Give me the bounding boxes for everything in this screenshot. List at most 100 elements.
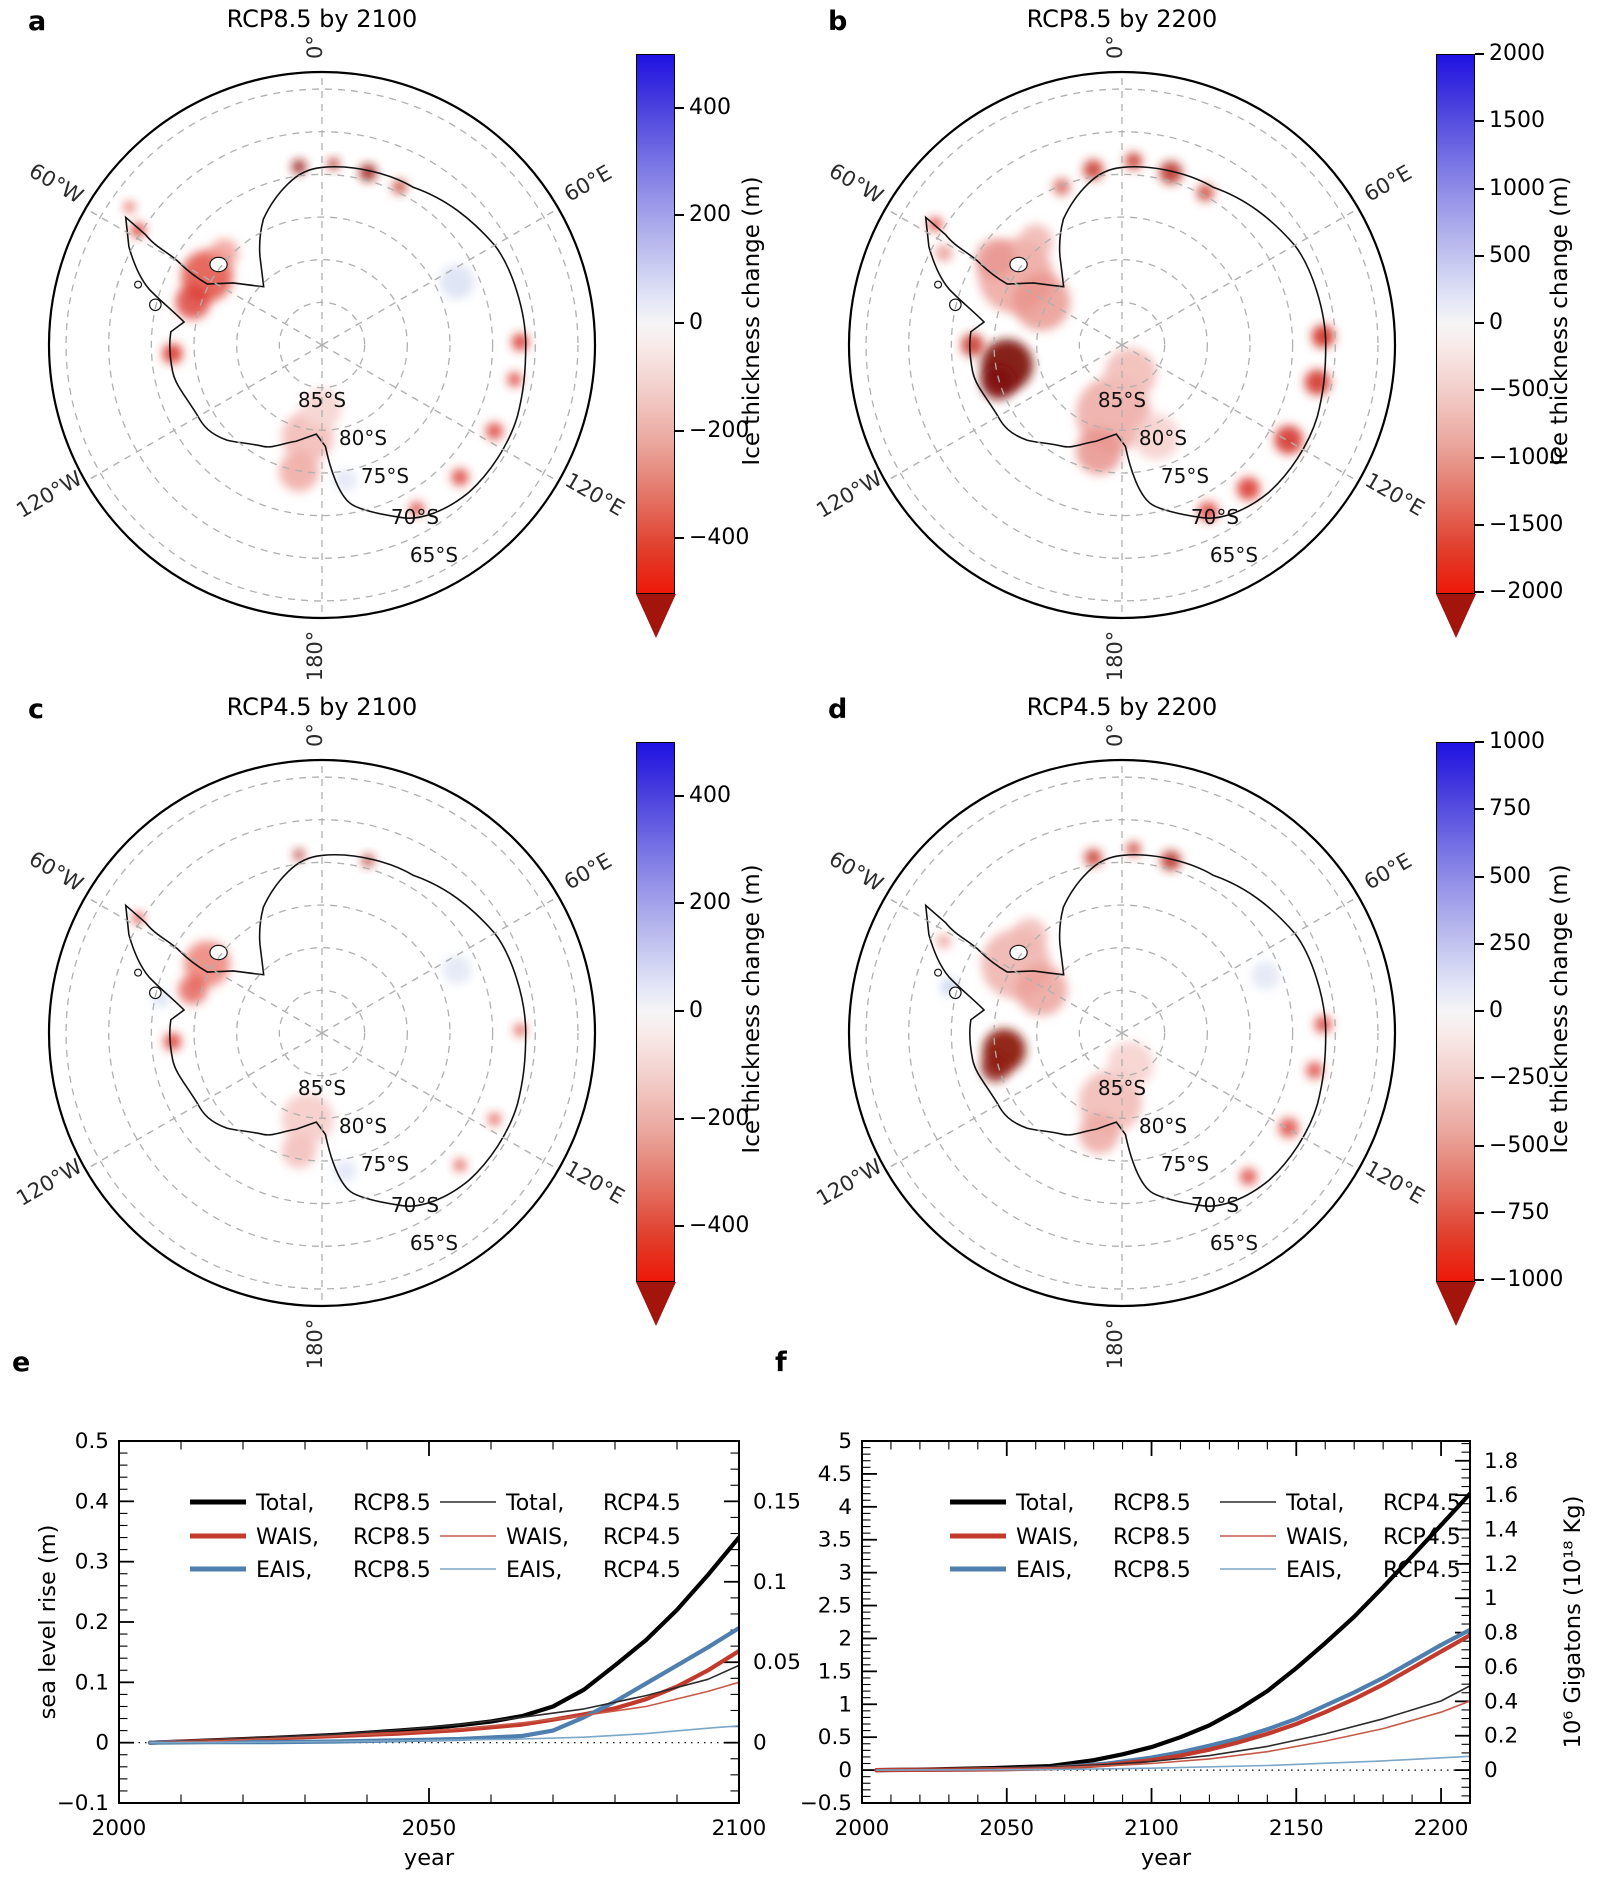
- colorbar-tick: [1475, 808, 1484, 811]
- panel-f-letter: f: [775, 1347, 787, 1378]
- svg-text:year: year: [404, 1845, 455, 1871]
- colorbar-tick: [1475, 1211, 1484, 1214]
- svg-text:2100: 2100: [1124, 1816, 1179, 1841]
- chart-sea-level-rise-2100: 2000 2050 2100 −0.1 0 0.1 0.2 0.3 0.4 0.5 0 0.05 0.1…: [35, 1429, 800, 1871]
- colorbar-tick-label: 1000: [1489, 175, 1545, 201]
- svg-text:−0.1: −0.1: [57, 1791, 109, 1816]
- colorbar-tick-label: 2000: [1489, 41, 1545, 66]
- colorbar-tick-label: −200: [689, 417, 750, 443]
- colorbar-tick: [1475, 53, 1484, 55]
- svg-text:RCP8.5: RCP8.5: [353, 1558, 431, 1583]
- colorbar-d-label: Ice thickness change (m): [1547, 864, 1573, 1154]
- svg-text:Total,: Total,: [505, 1491, 564, 1516]
- svg-text:RCP8.5: RCP8.5: [353, 1491, 431, 1516]
- svg-text:60°E: 60°E: [1360, 160, 1416, 206]
- colorbar-tick: [675, 429, 684, 432]
- colorbar-a-label: Ice thickness change (m): [739, 176, 765, 466]
- svg-text:0.5: 0.5: [75, 1429, 109, 1454]
- colorbar-tick-label: −400: [689, 1213, 750, 1239]
- colorbar-tick-label: 200: [689, 890, 731, 916]
- colorbar-tick: [1475, 1279, 1484, 1281]
- colorbar-tick-label: −1000: [1489, 444, 1564, 470]
- colorbar-tick-label: 0: [689, 310, 703, 335]
- svg-text:RCP4.5: RCP4.5: [603, 1525, 681, 1550]
- antarctica-map-rcp85-2200: 0° 60°E 120°E 180° 120°W 60°W 85°S 80°S 75°S 70°S…: [812, 35, 1428, 682]
- colorbar-c-label: Ice thickness change (m): [739, 864, 765, 1154]
- colorbar-tick-label: 0: [1489, 998, 1503, 1023]
- svg-text:80°S: 80°S: [339, 1114, 387, 1138]
- svg-text:Total,: Total,: [1285, 1491, 1344, 1516]
- colorbar-tick: [1475, 741, 1484, 743]
- svg-text:5: 5: [838, 1429, 852, 1454]
- svg-text:EAIS,: EAIS,: [1016, 1558, 1072, 1583]
- svg-text:WAIS,: WAIS,: [1286, 1525, 1349, 1550]
- svg-text:180°: 180°: [1103, 631, 1127, 682]
- colorbar-tick: [675, 537, 684, 540]
- colorbar-tick: [675, 1117, 684, 1120]
- svg-text:70°S: 70°S: [391, 1193, 439, 1217]
- panel-d-title: RCP4.5 by 2200: [1026, 693, 1218, 721]
- colorbar-underflow-arrow-b: [1436, 594, 1476, 638]
- colorbar-tick-label: 500: [1489, 242, 1531, 268]
- svg-text:2050: 2050: [979, 1816, 1034, 1841]
- svg-text:75°S: 75°S: [1161, 1152, 1209, 1176]
- colorbar-tick-label: 400: [689, 94, 731, 120]
- svg-text:0: 0: [1484, 1758, 1498, 1783]
- svg-text:1.8: 1.8: [1484, 1449, 1518, 1474]
- svg-text:1.6: 1.6: [1484, 1483, 1518, 1508]
- colorbar-tick: [675, 902, 684, 905]
- svg-text:−0.5: −0.5: [800, 1791, 852, 1816]
- antarctica-map-rcp85-2100: 0° 60°E 120°E 180° 120°W 60°W 85°S 80°S 75°S 70°S…: [12, 35, 628, 682]
- svg-text:Total,: Total,: [1015, 1491, 1074, 1516]
- svg-text:EAIS,: EAIS,: [1286, 1558, 1342, 1583]
- svg-text:180°: 180°: [303, 631, 327, 682]
- svg-text:0.8: 0.8: [1484, 1621, 1518, 1646]
- svg-text:2050: 2050: [402, 1816, 457, 1841]
- svg-text:120°W: 120°W: [812, 1154, 886, 1211]
- svg-text:0.5: 0.5: [818, 1725, 852, 1750]
- svg-text:WAIS,: WAIS,: [1016, 1525, 1079, 1550]
- svg-text:RCP4.5: RCP4.5: [1383, 1491, 1461, 1516]
- svg-text:0.05: 0.05: [753, 1650, 800, 1675]
- colorbar-tick-label: 400: [689, 782, 731, 808]
- svg-text:120°W: 120°W: [812, 466, 886, 523]
- svg-text:180°: 180°: [1103, 1319, 1127, 1370]
- panel-e-letter: e: [12, 1347, 31, 1378]
- svg-text:RCP4.5: RCP4.5: [603, 1491, 681, 1516]
- colorbar-gradient-a: [636, 54, 675, 594]
- colorbar-tick-label: −500: [1489, 1132, 1550, 1158]
- svg-text:65°S: 65°S: [1210, 1231, 1258, 1255]
- svg-text:EAIS,: EAIS,: [506, 1558, 562, 1583]
- svg-text:120°E: 120°E: [1361, 468, 1428, 521]
- colorbar-tick: [1475, 942, 1484, 945]
- svg-text:85°S: 85°S: [298, 1076, 346, 1100]
- svg-text:0: 0: [95, 1731, 109, 1756]
- svg-text:70°S: 70°S: [391, 505, 439, 529]
- svg-text:120°E: 120°E: [561, 468, 628, 521]
- colorbar-tick: [1475, 187, 1484, 190]
- svg-text:0.3: 0.3: [75, 1550, 109, 1575]
- colorbar-tick-label: 200: [689, 202, 731, 228]
- svg-text:0.1: 0.1: [753, 1570, 787, 1595]
- colorbar-tick-label: −500: [1489, 377, 1550, 403]
- svg-text:60°E: 60°E: [1360, 848, 1416, 894]
- colorbar-tick-label: 0: [1489, 310, 1503, 335]
- svg-text:2000: 2000: [835, 1816, 890, 1841]
- svg-text:75°S: 75°S: [1161, 464, 1209, 488]
- svg-text:80°S: 80°S: [1139, 426, 1187, 450]
- svg-text:0.15: 0.15: [753, 1489, 800, 1514]
- svg-text:2150: 2150: [1269, 1816, 1324, 1841]
- svg-text:2: 2: [838, 1626, 852, 1651]
- svg-text:1: 1: [1484, 1586, 1498, 1611]
- svg-text:0: 0: [753, 1731, 767, 1756]
- colorbar-tick: [1475, 591, 1484, 593]
- svg-text:120°W: 120°W: [12, 1154, 86, 1211]
- svg-text:80°S: 80°S: [1139, 1114, 1187, 1138]
- svg-text:RCP4.5: RCP4.5: [1383, 1525, 1461, 1550]
- colorbar-tick: [1475, 1077, 1484, 1080]
- svg-text:RCP4.5: RCP4.5: [1383, 1558, 1461, 1583]
- svg-text:0.1: 0.1: [75, 1670, 109, 1695]
- svg-text:60°W: 60°W: [825, 159, 887, 209]
- svg-text:2000: 2000: [92, 1816, 147, 1841]
